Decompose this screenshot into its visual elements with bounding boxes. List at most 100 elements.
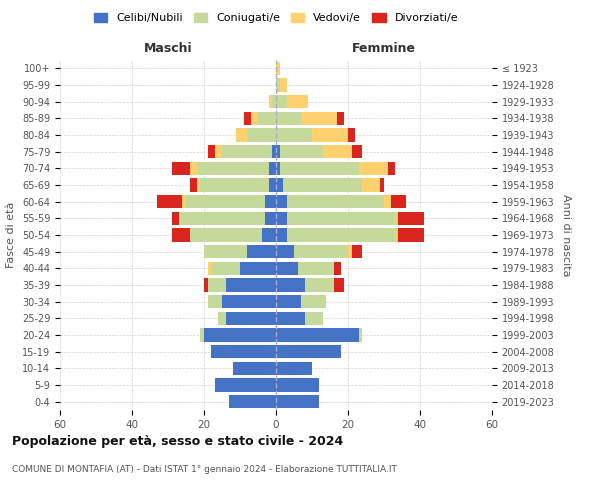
Bar — [218, 312, 226, 325]
Bar — [280, 162, 359, 175]
Bar — [391, 195, 406, 208]
Bar — [301, 112, 337, 125]
Bar — [352, 145, 362, 158]
Bar — [276, 145, 280, 158]
Bar — [204, 328, 276, 342]
Bar — [398, 228, 424, 241]
Bar — [337, 112, 344, 125]
Bar — [305, 312, 323, 325]
Bar — [276, 328, 359, 342]
Bar — [276, 295, 301, 308]
Bar — [276, 228, 287, 241]
Bar — [190, 228, 262, 241]
Bar — [305, 278, 334, 291]
Bar — [157, 195, 182, 208]
Bar — [280, 145, 323, 158]
Bar — [258, 112, 276, 125]
Bar — [287, 95, 308, 108]
Bar — [240, 262, 276, 275]
Bar — [208, 262, 211, 275]
Y-axis label: Fasce di età: Fasce di età — [7, 202, 16, 268]
Bar — [395, 212, 398, 225]
Bar — [190, 178, 197, 192]
Bar — [262, 228, 276, 241]
Y-axis label: Anni di nascita: Anni di nascita — [561, 194, 571, 276]
Bar — [179, 212, 265, 225]
Text: Popolazione per età, sesso e stato civile - 2024: Popolazione per età, sesso e stato civil… — [12, 435, 343, 448]
Bar — [287, 195, 384, 208]
Bar — [222, 145, 272, 158]
Bar — [348, 245, 352, 258]
Bar — [172, 212, 179, 225]
Bar — [395, 228, 398, 241]
Bar — [200, 328, 204, 342]
Bar — [348, 128, 355, 141]
Bar — [208, 295, 222, 308]
Bar — [280, 78, 287, 92]
Bar — [186, 195, 265, 208]
Bar — [380, 178, 384, 192]
Bar — [222, 295, 276, 308]
Bar — [172, 162, 190, 175]
Bar — [276, 78, 280, 92]
Bar — [359, 328, 362, 342]
Bar — [283, 178, 362, 192]
Bar — [334, 278, 344, 291]
Bar — [226, 312, 276, 325]
Bar — [276, 345, 341, 358]
Bar — [172, 228, 190, 241]
Bar — [208, 278, 226, 291]
Text: COMUNE DI MONTAFIA (AT) - Dati ISTAT 1° gennaio 2024 - Elaborazione TUTTITALIA.I: COMUNE DI MONTAFIA (AT) - Dati ISTAT 1° … — [12, 465, 397, 474]
Bar — [204, 245, 247, 258]
Bar — [276, 378, 319, 392]
Bar — [276, 312, 305, 325]
Bar — [276, 128, 312, 141]
Bar — [276, 95, 287, 108]
Bar — [208, 145, 215, 158]
Bar — [244, 112, 251, 125]
Bar — [251, 112, 258, 125]
Bar — [272, 95, 276, 108]
Bar — [276, 112, 301, 125]
Bar — [276, 262, 298, 275]
Text: Maschi: Maschi — [143, 42, 193, 55]
Bar — [215, 378, 276, 392]
Bar — [204, 278, 208, 291]
Bar — [247, 245, 276, 258]
Bar — [298, 262, 334, 275]
Bar — [200, 178, 269, 192]
Bar — [352, 245, 362, 258]
Bar — [197, 162, 269, 175]
Bar — [265, 212, 276, 225]
Bar — [247, 128, 276, 141]
Bar — [276, 195, 287, 208]
Bar — [384, 195, 391, 208]
Bar — [294, 245, 348, 258]
Bar — [362, 178, 380, 192]
Bar — [312, 128, 348, 141]
Bar — [211, 345, 276, 358]
Bar — [236, 128, 247, 141]
Bar — [276, 362, 312, 375]
Bar — [269, 95, 272, 108]
Bar — [276, 245, 294, 258]
Bar — [276, 178, 283, 192]
Bar — [226, 278, 276, 291]
Bar — [323, 145, 352, 158]
Bar — [276, 212, 287, 225]
Bar — [287, 212, 395, 225]
Bar — [287, 228, 395, 241]
Bar — [272, 145, 276, 158]
Bar — [359, 162, 388, 175]
Bar — [269, 178, 276, 192]
Bar — [276, 395, 319, 408]
Bar — [197, 178, 200, 192]
Bar — [388, 162, 395, 175]
Bar — [265, 195, 276, 208]
Legend: Celibi/Nubili, Coniugati/e, Vedovi/e, Divorziati/e: Celibi/Nubili, Coniugati/e, Vedovi/e, Di… — [89, 8, 463, 28]
Bar — [276, 62, 280, 75]
Bar — [276, 162, 280, 175]
Bar — [269, 162, 276, 175]
Bar — [398, 212, 424, 225]
Bar — [233, 362, 276, 375]
